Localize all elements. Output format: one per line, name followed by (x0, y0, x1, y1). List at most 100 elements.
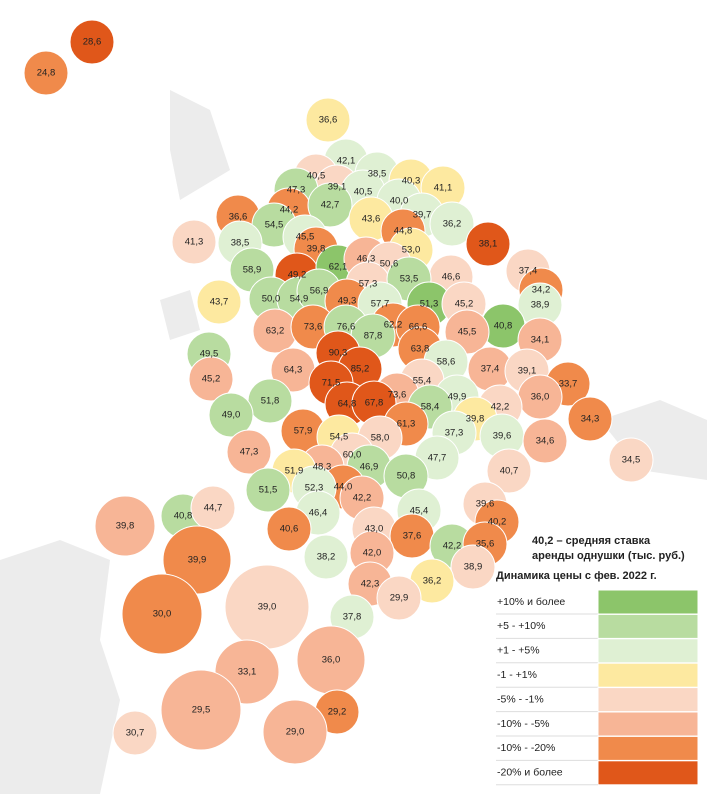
region-label: 40,5 (307, 171, 326, 182)
region (208, 392, 254, 438)
region-label: 40,8 (494, 321, 513, 332)
region-label: 67,8 (365, 398, 384, 409)
region (266, 506, 312, 552)
region-label: 42,2 (491, 402, 510, 413)
region-label: 40,3 (402, 176, 421, 187)
region-label: 40,8 (174, 511, 193, 522)
region-label: 63,2 (266, 326, 285, 337)
region (121, 573, 203, 655)
region-label: 37,4 (481, 364, 500, 375)
region-label: 43,7 (210, 297, 229, 308)
region (567, 396, 613, 442)
region-label: 36,2 (443, 219, 462, 230)
region-label: 44,2 (280, 205, 299, 216)
region-label: 50,0 (262, 294, 281, 305)
region-label: 45,5 (458, 327, 477, 338)
region-label: 40,6 (280, 524, 299, 535)
region-label: 29,0 (286, 727, 305, 738)
legend-swatch (597, 662, 699, 688)
region-label: 40,2 (488, 517, 507, 528)
region-label: 48,3 (313, 462, 332, 473)
region-label: 57,9 (294, 426, 313, 437)
region-label: 39,8 (116, 521, 135, 532)
region-label: 43,6 (362, 214, 381, 225)
region (307, 182, 353, 228)
region-label: 49,3 (338, 296, 357, 307)
region-label: 38,2 (317, 552, 336, 563)
region-label: 36,6 (229, 212, 248, 223)
region-label: 36,6 (319, 115, 338, 126)
region-label: 39,0 (258, 602, 277, 613)
region-label: 56,9 (310, 286, 329, 297)
region (450, 544, 496, 590)
region-label: 36,2 (423, 576, 442, 587)
region-label: 50,6 (380, 259, 399, 270)
region (94, 495, 156, 557)
region-label: 45,5 (296, 232, 315, 243)
legend-swatch (597, 638, 699, 664)
region-label: 34,1 (531, 335, 550, 346)
legend-swatch (597, 735, 699, 761)
background (0, 90, 707, 794)
region (303, 534, 349, 580)
region-label: 46,4 (309, 508, 328, 519)
region-label: 33,1 (238, 667, 257, 678)
legend-swatch (597, 613, 699, 639)
region-label: 40,5 (354, 187, 373, 198)
region (23, 50, 69, 96)
region-label: 39,9 (188, 555, 207, 566)
region-label: 30,0 (153, 609, 172, 620)
region-label: 38,9 (531, 300, 550, 311)
region-label: 24,8 (37, 68, 56, 79)
region-label: 58,0 (371, 433, 390, 444)
region-label: 57,7 (371, 299, 390, 310)
region-label: 35,6 (476, 539, 495, 550)
region (429, 201, 475, 247)
region (245, 467, 291, 513)
region-label: 41,1 (434, 183, 453, 194)
region-label: 38,5 (231, 238, 250, 249)
region (226, 429, 272, 475)
region-label: 36,0 (322, 655, 341, 666)
region-label: 40,7 (500, 466, 519, 477)
region-label: 33,7 (559, 379, 578, 390)
region-label: 49,5 (200, 349, 219, 360)
region-label: 40,0 (390, 196, 409, 207)
region-label: 39,6 (493, 431, 512, 442)
region-label: 41,3 (185, 237, 204, 248)
region-label: 87,8 (364, 331, 383, 342)
region-label: 30,7 (126, 728, 145, 739)
region-label: 61,3 (397, 419, 416, 430)
region-label: 44,7 (204, 503, 223, 514)
region-label: 43,0 (365, 524, 384, 535)
legend-swatch (597, 760, 699, 786)
region-label: 54,5 (330, 432, 349, 443)
region (376, 575, 422, 621)
region-label: 42,3 (361, 579, 380, 590)
region-label: 47,3 (240, 447, 259, 458)
legend-swatch (597, 711, 699, 737)
legend-label: -20% и более (497, 767, 563, 779)
region-label: 51,5 (259, 485, 278, 496)
region-label: 34,2 (532, 285, 551, 296)
region-label: 54,5 (265, 220, 284, 231)
region-label: 42,2 (443, 541, 462, 552)
region (486, 448, 532, 494)
region-label: 47,7 (428, 453, 447, 464)
region-label: 39,1 (518, 366, 537, 377)
region-label: 34,5 (622, 455, 641, 466)
region-label: 50,8 (397, 471, 416, 482)
region (171, 219, 217, 265)
region (160, 669, 242, 751)
region-label: 45,2 (455, 299, 474, 310)
region-label: 37,8 (343, 612, 362, 623)
region-label: 62,2 (384, 320, 403, 331)
region-label: 62,1 (329, 262, 348, 273)
region-label: 37,6 (403, 531, 422, 542)
region-label: 71,5 (322, 378, 341, 389)
regions: 28,624,836,642,138,540,539,140,347,3 41,1… (23, 19, 654, 765)
legend-label: -10% - -20% (497, 742, 555, 754)
region-label: 45,4 (410, 506, 429, 517)
region-label: 34,3 (581, 414, 600, 425)
